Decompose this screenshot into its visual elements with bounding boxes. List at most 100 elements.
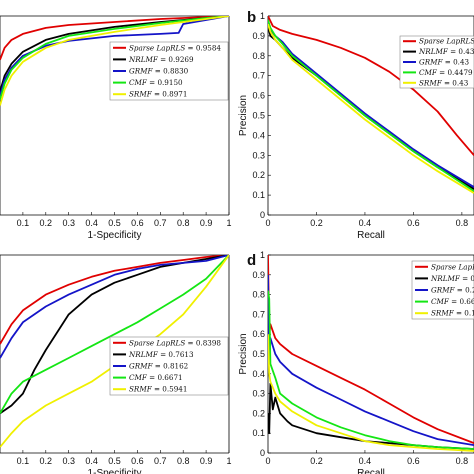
y-tick-label: 0.1 bbox=[252, 190, 265, 200]
series-group bbox=[0, 255, 229, 448]
x-tick-label: 0.4 bbox=[85, 456, 98, 466]
legend-series-name: CMF bbox=[419, 68, 438, 77]
x-axis-label: Recall bbox=[357, 230, 385, 241]
y-tick-label: 0.9 bbox=[252, 31, 265, 41]
series-line-sparse-laprls bbox=[268, 16, 474, 156]
legend-series-name: Sparse LapRLS bbox=[129, 338, 185, 347]
x-tick-label: 0.8 bbox=[456, 218, 469, 228]
x-axis-label: 1-Specificity bbox=[88, 468, 142, 474]
series-line-cmf bbox=[0, 255, 229, 414]
legend-entry: Sparse LapRLS = 0.9584 bbox=[129, 43, 221, 52]
series-line-srmf bbox=[268, 334, 474, 452]
y-tick-label: 0.8 bbox=[252, 51, 265, 61]
legend: Sparse LapRLS = 0.9584 NRLMF = 0.9269 GRMF… bbox=[109, 41, 229, 101]
legend-series-name: Sparse LapRLS bbox=[129, 43, 185, 52]
x-tick-label: 0.4 bbox=[359, 456, 372, 466]
legend-entry: CMF = 0.4479 bbox=[419, 68, 473, 77]
y-tick-label: 1 bbox=[260, 250, 265, 260]
legend-series-name: NRLMF bbox=[128, 350, 159, 359]
legend-series-value: = 0.6671 bbox=[449, 297, 474, 306]
legend-series-name: GRMF bbox=[419, 58, 444, 67]
y-tick-label: 0.7 bbox=[252, 309, 265, 319]
x-tick-label: 0.6 bbox=[407, 456, 420, 466]
legend-series-value: = 0.9584 bbox=[185, 43, 221, 52]
legend-entry: SRMF = 0.43 bbox=[419, 78, 469, 87]
legend-entry: GRMF = 0.8830 bbox=[129, 67, 189, 76]
x-tick-label: 0 bbox=[265, 456, 270, 466]
x-tick-label: 0.4 bbox=[85, 218, 98, 228]
x-tick-label: 0.9 bbox=[200, 218, 213, 228]
panel-d: 0 0.2 0.4 0.6 0.8 0 0.1 0.2 0.3 0.4 0.5 0.6 0.7 0.8 0.… bbox=[238, 250, 474, 474]
legend-entry: GRMF = 0.43 bbox=[419, 58, 470, 67]
panel-a: 0.1 0.2 0.3 0.4 0.5 0.6 0.7 0.8 0.9 1 1-Specificit… bbox=[0, 15, 232, 241]
series-line-sparse-laprls bbox=[0, 16, 229, 61]
series-group bbox=[0, 16, 229, 106]
legend-series-value: = 0.8162 bbox=[153, 362, 189, 371]
legend-entry: SRMF = 0.1110 bbox=[431, 309, 474, 318]
legend: Sparse LapRLS = 0.NRLMF = 0.43 GRMF = 0.4… bbox=[399, 35, 474, 89]
x-tick-label: 0.4 bbox=[359, 218, 372, 228]
legend-series-name: NRLMF bbox=[430, 274, 461, 283]
legend-series-name: NRLMF bbox=[128, 55, 159, 64]
y-tick-label: 0.6 bbox=[252, 91, 265, 101]
series-line-cmf bbox=[268, 290, 474, 450]
legend-series-value: = 0.43 bbox=[442, 78, 469, 87]
series-line-cmf bbox=[268, 19, 474, 192]
x-tick-label: 1 bbox=[226, 456, 231, 466]
x-tick-label: 0 bbox=[265, 218, 270, 228]
panel-label: b bbox=[247, 9, 256, 26]
x-tick-label: 0.8 bbox=[177, 456, 190, 466]
legend-series-name: CMF bbox=[431, 297, 450, 306]
x-tick-label: 0.7 bbox=[154, 218, 167, 228]
y-tick-label: 0.4 bbox=[252, 369, 265, 379]
x-tick-label: 0.6 bbox=[131, 218, 144, 228]
legend-series-name: Sparse LapRLS bbox=[431, 262, 474, 271]
legend-box bbox=[109, 41, 229, 101]
legend-series-name: SRMF bbox=[419, 78, 443, 87]
x-tick-label: 0.5 bbox=[108, 218, 121, 228]
legend-box bbox=[109, 336, 229, 396]
legend-entry: GRMF = 0.2144 bbox=[431, 286, 474, 295]
x-tick-label: 0.3 bbox=[62, 456, 75, 466]
legend-entry: NRLMF = 0.43 bbox=[418, 47, 474, 56]
legend-series-value: = 0.9150 bbox=[147, 78, 183, 87]
legend-series-value: = 0.43 bbox=[448, 47, 474, 56]
x-tick-label: 0.2 bbox=[40, 218, 53, 228]
x-tick-label: 0.6 bbox=[407, 218, 420, 228]
legend-series-name: GRMF bbox=[431, 286, 456, 295]
legend-entry: Sparse LapRLS = 0. bbox=[419, 37, 474, 46]
y-tick-label: 0.3 bbox=[252, 150, 265, 160]
legend-series-name: SRMF bbox=[431, 309, 455, 318]
legend-entry: CMF = 0.6671 bbox=[431, 297, 474, 306]
legend-series-name: CMF bbox=[129, 373, 148, 382]
y-axis-label: Precision bbox=[238, 333, 249, 374]
legend-entry: GRMF = 0.8162 bbox=[129, 362, 188, 371]
y-tick-label: 0.5 bbox=[252, 349, 265, 359]
legend-entry: NRLMF = 0.099 bbox=[430, 274, 474, 283]
x-tick-label: 0.5 bbox=[108, 456, 121, 466]
panel-c: 0.1 0.2 0.3 0.4 0.5 0.6 0.7 0.8 0.9 1 1-Specificit… bbox=[0, 254, 232, 474]
series-line-cmf bbox=[0, 16, 229, 100]
series-line-grmf bbox=[0, 255, 229, 359]
x-axis-label: 1-Specificity bbox=[88, 230, 142, 241]
legend-entry: Sparse LapRLS bbox=[431, 262, 474, 271]
x-tick-label: 0.1 bbox=[17, 456, 30, 466]
x-tick-label: 0.8 bbox=[177, 218, 190, 228]
y-axis-label: Precision bbox=[238, 95, 249, 136]
y-tick-label: 0 bbox=[260, 448, 265, 458]
legend-series-name: SRMF bbox=[129, 385, 153, 394]
legend-series-value: = 0.6671 bbox=[147, 373, 183, 382]
series-line-grmf bbox=[0, 16, 229, 96]
y-tick-label: 0.2 bbox=[252, 170, 265, 180]
legend-series-value: = 0.5941 bbox=[152, 385, 188, 394]
legend-entry: SRMF = 0.5941 bbox=[129, 385, 187, 394]
x-tick-label: 0.2 bbox=[310, 218, 323, 228]
y-tick-label: 0.6 bbox=[252, 329, 265, 339]
series-line-srmf bbox=[0, 16, 229, 106]
series-group bbox=[268, 16, 474, 194]
legend: Sparse LapRLS NRLMF = 0.099 GRMF = 0.2144 C… bbox=[411, 260, 474, 320]
y-tick-label: 0.7 bbox=[252, 71, 265, 81]
y-tick-label: 0.3 bbox=[252, 389, 265, 399]
y-tick-label: 0.8 bbox=[252, 290, 265, 300]
